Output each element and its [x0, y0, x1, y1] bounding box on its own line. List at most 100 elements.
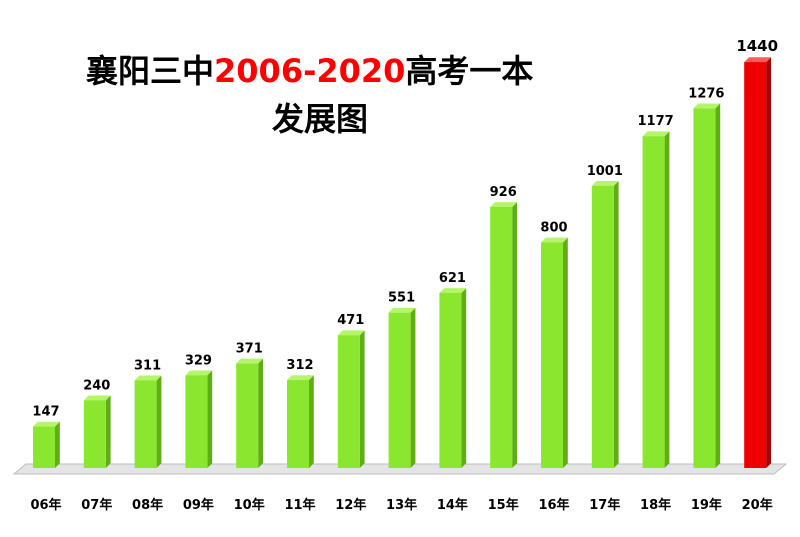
- bar-12-side: [664, 131, 670, 469]
- value-label-7: 551: [388, 291, 415, 306]
- bar-10: [541, 237, 568, 468]
- bar-14: [744, 57, 771, 469]
- bar-3-front: [185, 375, 208, 468]
- bar-12: [642, 131, 670, 469]
- bar-14-top: [744, 57, 771, 63]
- bar-12-front: [642, 136, 665, 468]
- bar-6: [337, 330, 365, 468]
- bar-2: [134, 375, 162, 468]
- bar-11-front: [591, 185, 614, 468]
- bar-13-front: [693, 108, 716, 469]
- bar-5-side: [309, 375, 314, 468]
- value-label-2: 311: [134, 358, 161, 373]
- x-tick-label-13: 19年: [691, 497, 722, 513]
- x-tick-labels: 06年 07年 08年 09年 10年 11年 12年 13年 14年 15年 16年 17年 18年 1…: [30, 497, 772, 513]
- chart-title-line-2: 发展图: [272, 100, 369, 138]
- bar-13-side: [715, 103, 721, 468]
- bar-14-front: [744, 62, 767, 469]
- chart-title-line-1: 襄阳三中2006-2020高考一本: [86, 46, 533, 92]
- bar-8: [439, 288, 467, 468]
- bar-11-side: [613, 181, 619, 468]
- bar-0-side: [55, 421, 60, 468]
- x-tick-label-6: 12年: [335, 497, 366, 513]
- x-tick-label-9: 15年: [488, 497, 519, 513]
- value-label-14: 1440: [736, 37, 778, 55]
- bar-10-side: [563, 237, 568, 468]
- bar-6-top: [337, 330, 365, 336]
- value-label-1: 240: [83, 378, 110, 393]
- bar-4-top: [236, 358, 263, 364]
- bars: [33, 57, 771, 469]
- bar-3-top: [185, 370, 213, 376]
- value-label-4: 371: [236, 341, 263, 356]
- bar-1-side: [105, 395, 111, 468]
- bar-9-top: [490, 202, 517, 207]
- value-label-10: 800: [540, 220, 567, 235]
- bar-4: [236, 358, 263, 468]
- value-label-8: 621: [439, 271, 466, 286]
- bar-11: [591, 181, 619, 468]
- bar-3-side: [207, 370, 213, 468]
- bar-8-top: [439, 288, 467, 293]
- bar-13: [693, 103, 721, 469]
- x-tick-label-14: 20年: [742, 497, 773, 513]
- bar-5-top: [287, 375, 314, 381]
- x-tick-label-0: 06年: [30, 497, 61, 513]
- chart-title-suffix: 高考一本: [405, 52, 534, 90]
- bar-6-front: [337, 335, 360, 468]
- bar-7: [388, 307, 416, 468]
- x-tick-label-2: 08年: [132, 497, 163, 513]
- x-tick-label-11: 17年: [589, 497, 620, 513]
- bar-7-front: [388, 312, 411, 468]
- x-tick-label-3: 09年: [183, 497, 214, 513]
- bar-9-front: [490, 206, 513, 468]
- bar-3: [185, 370, 213, 468]
- x-tick-label-8: 14年: [437, 497, 468, 513]
- bar-4-front: [236, 363, 259, 468]
- x-tick-label-12: 18年: [640, 497, 671, 513]
- bar-2-side: [156, 375, 162, 468]
- bar-10-top: [541, 237, 568, 243]
- x-tick-label-5: 11年: [284, 497, 315, 513]
- bar-8-side: [461, 288, 467, 468]
- bar-11-top: [591, 181, 619, 186]
- bar-1-front: [83, 400, 106, 468]
- x-tick-label-7: 13年: [386, 497, 417, 513]
- x-tick-label-1: 07年: [81, 497, 112, 513]
- x-tick-label-4: 10年: [234, 497, 265, 513]
- bar-14-side: [766, 57, 771, 468]
- bar-1: [83, 395, 111, 468]
- bar-2-front: [134, 380, 157, 468]
- value-label-9: 926: [490, 185, 517, 200]
- bar-0-front: [33, 426, 55, 468]
- bar-8-front: [439, 292, 462, 468]
- chart-title-years: 2006-2020: [214, 52, 406, 90]
- bar-1-top: [83, 395, 111, 401]
- value-label-6: 471: [337, 313, 364, 328]
- bar-7-side: [410, 307, 416, 468]
- bar-5-front: [287, 380, 309, 468]
- bar-6-side: [359, 330, 365, 468]
- value-label-3: 329: [185, 353, 212, 368]
- chart-title-prefix: 襄阳三中: [86, 52, 215, 90]
- value-label-13: 1276: [688, 86, 724, 101]
- bar-12-top: [642, 131, 670, 137]
- bar-13-top: [693, 103, 721, 109]
- value-label-12: 1177: [638, 114, 674, 129]
- bar-0-top: [33, 421, 60, 427]
- value-labels: 147 240 311 329 371 312 471 551 621 926 800 1001 117…: [32, 37, 778, 419]
- bar-5: [287, 375, 314, 468]
- value-label-5: 312: [286, 358, 313, 373]
- x-tick-label-10: 16年: [538, 497, 569, 513]
- bar-9: [490, 202, 517, 469]
- bar-7-top: [388, 307, 416, 313]
- bar-10-front: [541, 242, 563, 468]
- value-label-11: 1001: [587, 164, 623, 179]
- value-label-0: 147: [32, 405, 59, 420]
- bar-0: [33, 421, 60, 468]
- bar-2-top: [134, 375, 162, 381]
- bar-4-side: [258, 358, 263, 468]
- bar-9-side: [512, 202, 517, 469]
